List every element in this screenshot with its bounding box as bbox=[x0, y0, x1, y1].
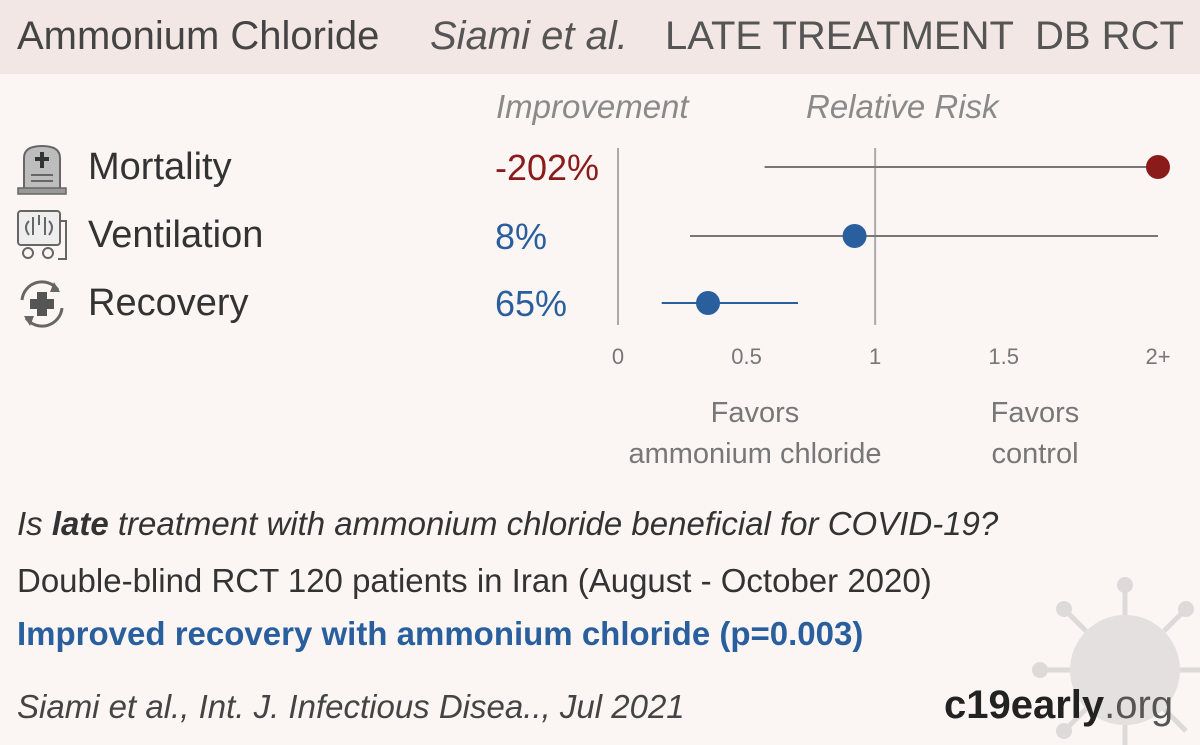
ventilator-icon bbox=[17, 210, 67, 260]
point-mortality bbox=[1146, 155, 1170, 179]
point-recovery bbox=[696, 291, 720, 315]
relative-risk-column-header: Relative Risk bbox=[806, 88, 999, 125]
favors-control-line1: Favors bbox=[990, 397, 1080, 429]
citation: Siami et al., Int. J. Infectious Disea..… bbox=[17, 688, 685, 725]
brand-name: c19early bbox=[944, 683, 1105, 727]
treatment-stage: LATE TREATMENT bbox=[665, 14, 1014, 58]
question-text: Is late treatment with ammonium chloride… bbox=[17, 505, 998, 543]
tick-label: 2+ bbox=[1145, 344, 1170, 369]
point-ventilation bbox=[842, 224, 867, 248]
row-label-mortality: Mortality bbox=[88, 146, 232, 188]
tombstone-icon bbox=[17, 144, 67, 195]
study-details: Double-blind RCT 120 patients in Iran (A… bbox=[17, 562, 932, 599]
brand-domain: .org bbox=[1104, 683, 1174, 727]
recovery-icon bbox=[20, 280, 64, 328]
favors-treatment-label: Favors ammonium chloride bbox=[610, 393, 900, 475]
header-bar: Ammonium Chloride Siami et al. LATE TREA… bbox=[0, 0, 1200, 74]
question-prefix: Is bbox=[17, 505, 52, 542]
favors-treatment-line2: ammonium chloride bbox=[628, 438, 882, 470]
brand-logo[interactable]: c19early.org bbox=[944, 683, 1173, 728]
favors-treatment-line1: Favors bbox=[710, 397, 800, 429]
row-value-ventilation: 8% bbox=[495, 216, 548, 257]
favors-control-label: Favors control bbox=[950, 393, 1120, 475]
question-suffix: treatment with ammonium chloride benefic… bbox=[108, 505, 999, 542]
tick-label: 1 bbox=[869, 344, 881, 369]
result-summary: Improved recovery with ammonium chloride… bbox=[17, 615, 864, 652]
favors-control-line2: control bbox=[991, 438, 1079, 470]
improvement-column-header: Improvement bbox=[496, 88, 689, 125]
study-name: Siami et al. bbox=[430, 14, 628, 58]
row-value-recovery: 65% bbox=[495, 283, 568, 324]
row-value-mortality: -202% bbox=[495, 147, 600, 188]
row-label-ventilation: Ventilation bbox=[88, 214, 264, 256]
tick-label: 0 bbox=[612, 344, 624, 369]
virus-icon bbox=[1032, 577, 1200, 745]
tick-label: 1.5 bbox=[988, 344, 1019, 369]
tick-label: 0.5 bbox=[731, 344, 762, 369]
question-bold: late bbox=[51, 505, 109, 542]
row-label-recovery: Recovery bbox=[88, 282, 249, 324]
drug-title: Ammonium Chloride bbox=[17, 14, 380, 58]
study-design: DB RCT bbox=[1035, 14, 1184, 58]
